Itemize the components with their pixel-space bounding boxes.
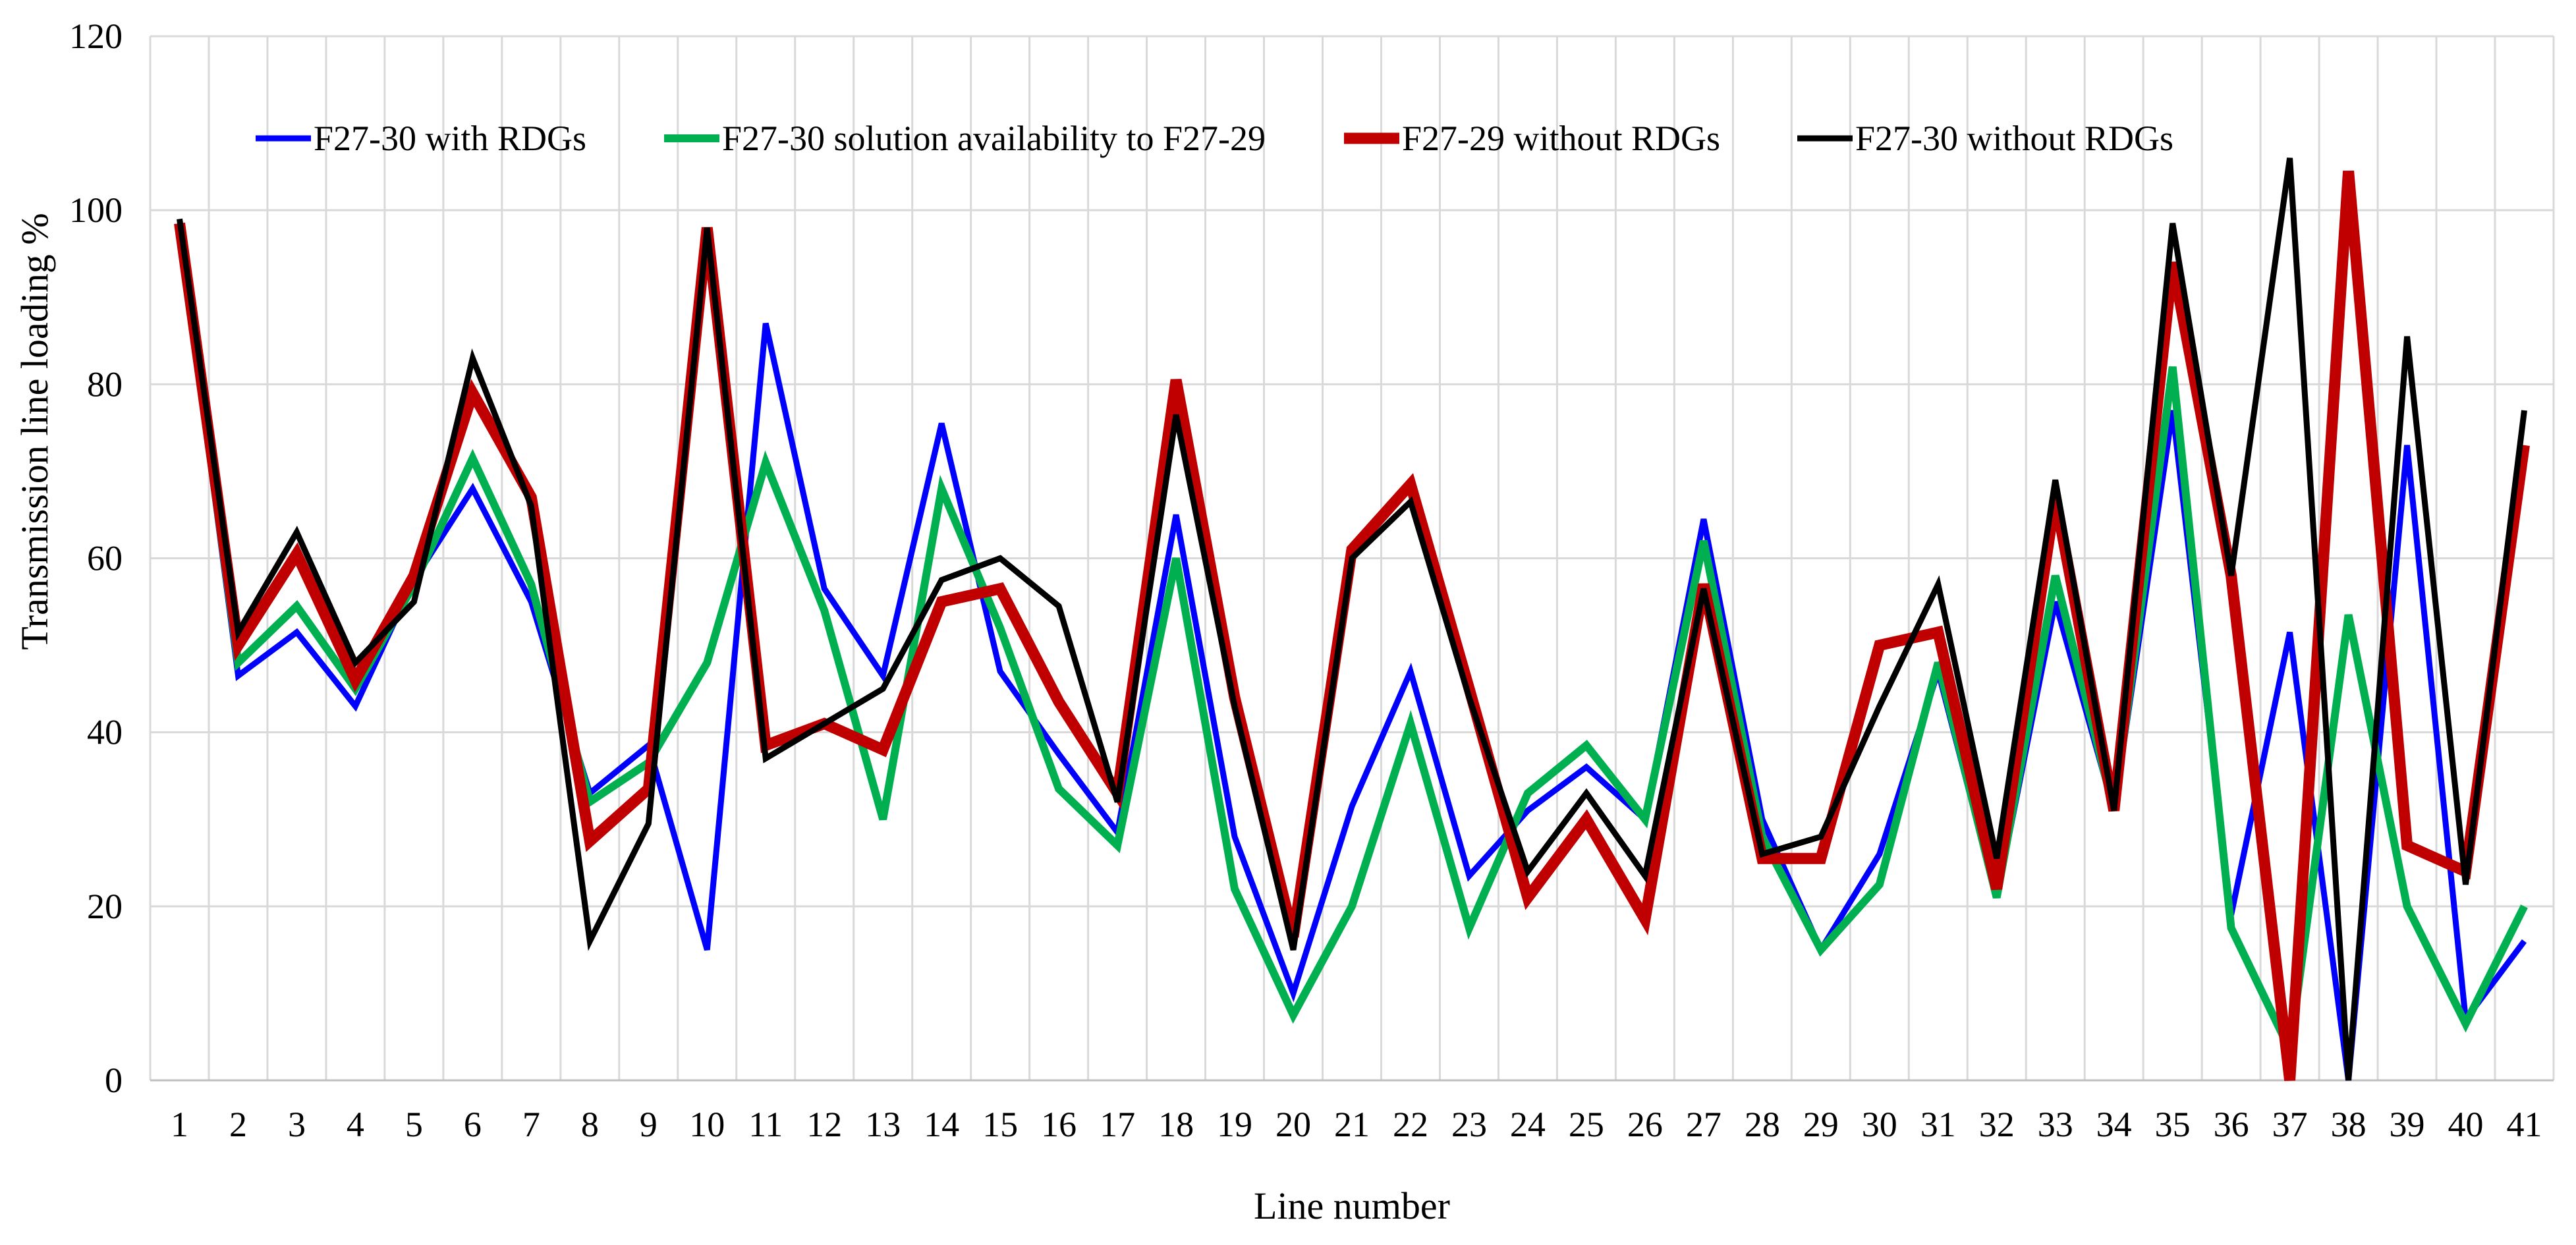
y-axis-title: Transmission line loading %: [13, 213, 56, 650]
y-tick-label: 80: [87, 364, 123, 404]
x-tick-label: 39: [2390, 1105, 2425, 1144]
x-tick-label: 33: [2038, 1105, 2073, 1144]
x-tick-label: 6: [464, 1105, 482, 1144]
x-tick-label: 22: [1393, 1105, 1428, 1144]
x-tick-label: 9: [640, 1105, 658, 1144]
y-tick-label: 20: [87, 887, 123, 926]
x-tick-label: 3: [288, 1105, 306, 1144]
x-tick-label: 2: [229, 1105, 247, 1144]
x-tick-label: 7: [522, 1105, 540, 1144]
x-tick-label: 35: [2155, 1105, 2191, 1144]
x-tick-label: 24: [1510, 1105, 1546, 1144]
series-line-4: [177, 157, 2527, 1081]
x-tick-label: 34: [2096, 1105, 2132, 1144]
x-tick-label: 28: [1745, 1105, 1780, 1144]
x-axis-title: Line number: [1254, 1184, 1450, 1227]
x-tick-label: 20: [1275, 1105, 1311, 1144]
x-tick-label: 41: [2507, 1105, 2542, 1144]
legend-label-2: F27-30 solution availability to F27-29: [722, 119, 1266, 158]
x-tick-label: 26: [1627, 1105, 1663, 1144]
x-tick-label: 31: [1920, 1105, 1956, 1144]
x-tick-label: 29: [1803, 1105, 1839, 1144]
y-tick-label: 100: [69, 190, 123, 230]
x-tick-label: 30: [1862, 1105, 1897, 1144]
x-tick-label: 12: [806, 1105, 842, 1144]
x-tick-label: 10: [689, 1105, 725, 1144]
y-tick-label: 60: [87, 539, 123, 578]
x-tick-label: 16: [1041, 1105, 1077, 1144]
legend-label-1: F27-30 with RDGs: [314, 119, 586, 158]
y-tick-label: 40: [87, 713, 123, 752]
x-tick-label: 32: [1979, 1105, 2015, 1144]
x-tick-label: 40: [2448, 1105, 2484, 1144]
legend-label-4: F27-30 without RDGs: [1855, 119, 2173, 158]
x-tick-label: 38: [2331, 1105, 2366, 1144]
x-tick-label: 5: [405, 1105, 423, 1144]
x-tick-label: 25: [1569, 1105, 1604, 1144]
x-tick-label: 27: [1686, 1105, 1722, 1144]
series-layer: [174, 157, 2530, 1081]
x-tick-label: 23: [1451, 1105, 1487, 1144]
x-tick-label: 4: [347, 1105, 364, 1144]
x-tick-label: 14: [924, 1105, 959, 1144]
legend-label-3: F27-29 without RDGs: [1402, 119, 1720, 158]
x-tick-label: 36: [2214, 1105, 2249, 1144]
legend: F27-30 with RDGs F27-30 solution availabi…: [256, 119, 2173, 158]
x-tick-label: 8: [581, 1105, 599, 1144]
x-tick-label: 18: [1158, 1105, 1194, 1144]
x-tick-label: 11: [748, 1105, 783, 1144]
x-tick-label: 21: [1334, 1105, 1370, 1144]
x-tick-label: 15: [982, 1105, 1018, 1144]
x-tick-label: 19: [1217, 1105, 1252, 1144]
x-tick-label: 1: [171, 1105, 188, 1144]
y-tick-label: 0: [105, 1061, 123, 1100]
x-tick-label: 17: [1100, 1105, 1135, 1144]
x-tick-label: 13: [865, 1105, 901, 1144]
x-tick-label: 37: [2272, 1105, 2308, 1144]
y-tick-label: 120: [69, 16, 123, 56]
